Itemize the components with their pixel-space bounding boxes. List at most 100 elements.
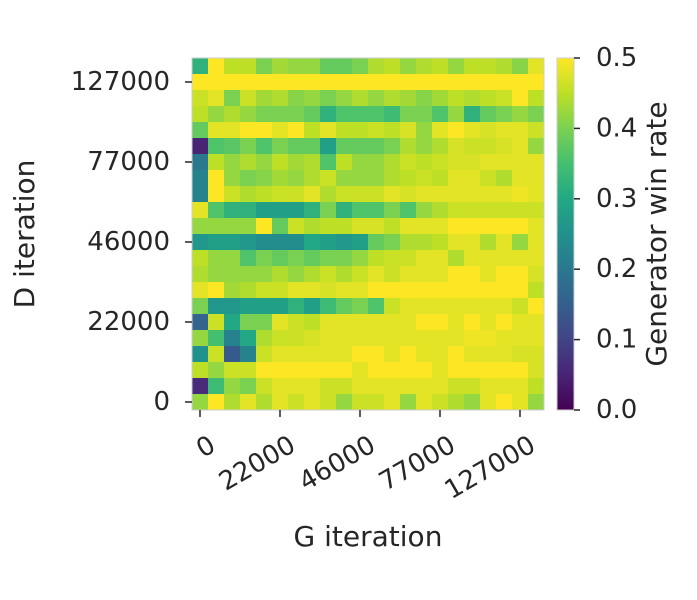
heatmap-cell bbox=[448, 282, 465, 299]
heatmap-cell bbox=[416, 234, 433, 251]
heatmap-cell bbox=[464, 90, 481, 107]
heatmap-cell bbox=[416, 202, 433, 219]
heatmap-cell bbox=[240, 90, 257, 107]
heatmap-cell bbox=[320, 282, 337, 299]
heatmap-cell bbox=[240, 266, 257, 283]
heatmap-cell bbox=[512, 298, 529, 315]
heatmap-cell bbox=[384, 170, 401, 187]
heatmap-cell bbox=[320, 330, 337, 347]
heatmap-cell bbox=[416, 106, 433, 123]
heatmap-cell bbox=[464, 218, 481, 235]
heatmap-cell bbox=[304, 122, 321, 139]
heatmap-cell bbox=[208, 186, 225, 203]
heatmap-cell bbox=[368, 202, 385, 219]
heatmap-cell bbox=[464, 58, 481, 75]
heatmap-cell bbox=[448, 170, 465, 187]
heatmap-cell bbox=[240, 170, 257, 187]
heatmap-cell bbox=[240, 362, 257, 379]
heatmap-cell bbox=[528, 298, 545, 315]
heatmap-cell bbox=[400, 90, 417, 107]
heatmap-cell bbox=[336, 138, 353, 155]
heatmap-cell bbox=[352, 106, 369, 123]
heatmap-cell bbox=[480, 58, 497, 75]
heatmap-cell bbox=[496, 202, 513, 219]
heatmap-cell bbox=[256, 154, 273, 171]
heatmap-cell bbox=[272, 106, 289, 123]
heatmap-cell bbox=[192, 314, 209, 331]
heatmap-cell bbox=[352, 170, 369, 187]
heatmap-cell bbox=[512, 186, 529, 203]
heatmap-cell bbox=[192, 106, 209, 123]
heatmap-cell bbox=[368, 122, 385, 139]
heatmap-cell bbox=[496, 122, 513, 139]
heatmap-cell bbox=[256, 378, 273, 395]
heatmap-cell bbox=[448, 202, 465, 219]
heatmap-cell bbox=[480, 218, 497, 235]
heatmap-cell bbox=[480, 266, 497, 283]
heatmap-cell bbox=[192, 138, 209, 155]
heatmap-cell bbox=[368, 330, 385, 347]
heatmap-cell bbox=[240, 138, 257, 155]
heatmap-cell bbox=[320, 58, 337, 75]
heatmap-cell bbox=[432, 346, 449, 363]
heatmap-cell bbox=[416, 330, 433, 347]
heatmap-cell bbox=[304, 74, 321, 91]
heatmap-cell bbox=[208, 250, 225, 267]
heatmap-cell bbox=[320, 202, 337, 219]
heatmap-cell bbox=[304, 314, 321, 331]
heatmap-cell bbox=[352, 282, 369, 299]
heatmap-cell bbox=[464, 346, 481, 363]
heatmap-cell bbox=[336, 154, 353, 171]
heatmap-cell bbox=[224, 282, 241, 299]
heatmap-cell bbox=[352, 298, 369, 315]
heatmap-cell bbox=[352, 122, 369, 139]
heatmap-cell bbox=[400, 250, 417, 267]
heatmap-cell bbox=[448, 74, 465, 91]
heatmap-cell bbox=[400, 346, 417, 363]
heatmap-cell bbox=[432, 394, 449, 411]
heatmap-cell bbox=[432, 250, 449, 267]
heatmap-cell bbox=[384, 330, 401, 347]
heatmap-cell bbox=[496, 218, 513, 235]
heatmap-cell bbox=[288, 394, 305, 411]
heatmap-cell bbox=[256, 58, 273, 75]
heatmap-cell bbox=[288, 314, 305, 331]
heatmap-cell bbox=[512, 202, 529, 219]
heatmap-cell bbox=[512, 58, 529, 75]
heatmap-cell bbox=[272, 186, 289, 203]
heatmap-cell bbox=[240, 122, 257, 139]
heatmap-cell bbox=[416, 378, 433, 395]
heatmap-cell bbox=[496, 106, 513, 123]
heatmap-cell bbox=[368, 282, 385, 299]
heatmap-cell bbox=[384, 90, 401, 107]
heatmap-cell bbox=[320, 378, 337, 395]
heatmap-cell bbox=[384, 394, 401, 411]
heatmap-cell bbox=[464, 234, 481, 251]
heatmap-cell bbox=[336, 122, 353, 139]
heatmap-cell bbox=[240, 234, 257, 251]
heatmap-cell bbox=[336, 362, 353, 379]
heatmap-cell bbox=[448, 106, 465, 123]
heatmap-cell bbox=[528, 154, 545, 171]
heatmap-cell bbox=[448, 234, 465, 251]
heatmap-cell bbox=[272, 346, 289, 363]
heatmap-cell bbox=[368, 74, 385, 91]
heatmap-cell bbox=[304, 362, 321, 379]
heatmap-cell bbox=[528, 218, 545, 235]
y-tick-label: 127000 bbox=[71, 67, 170, 97]
heatmap-cell bbox=[352, 58, 369, 75]
heatmap-cell bbox=[368, 298, 385, 315]
heatmap-cell bbox=[336, 218, 353, 235]
heatmap-cell bbox=[224, 218, 241, 235]
colorbar-tick-label: 0.2 bbox=[596, 254, 637, 284]
heatmap-cell bbox=[384, 218, 401, 235]
heatmap-cell bbox=[528, 362, 545, 379]
heatmap-cell bbox=[368, 58, 385, 75]
heatmap-cell bbox=[512, 362, 529, 379]
heatmap-cell bbox=[192, 202, 209, 219]
heatmap-cell bbox=[224, 138, 241, 155]
heatmap-cell bbox=[432, 298, 449, 315]
heatmap-cell bbox=[224, 250, 241, 267]
heatmap-cell bbox=[384, 138, 401, 155]
